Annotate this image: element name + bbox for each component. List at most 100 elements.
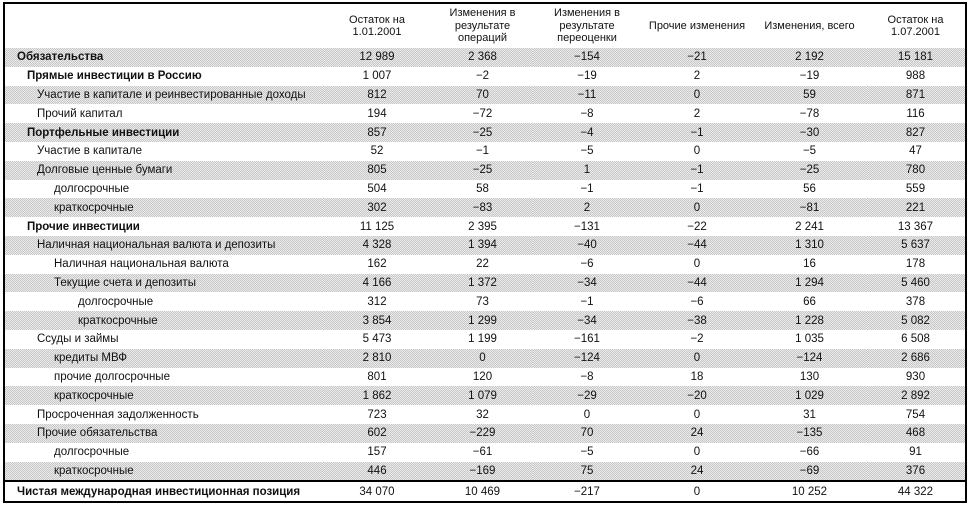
cell-balance-1-07-2001: 5 082 [866, 311, 966, 330]
cell-changes-revaluation: −8 [580, 370, 594, 383]
cell-other-changes: −44 [641, 273, 753, 293]
row-label: краткосрочные [4, 311, 322, 330]
cell-changes-total: 10 252 [753, 480, 866, 503]
cell-balance-1-01-2001: 446 [322, 461, 432, 482]
col-header-changes-revaluation: Изменения в результате переоценки [533, 3, 641, 48]
cell-changes-revaluation: −8 [580, 107, 594, 120]
cell-other-changes: 0 [693, 446, 701, 459]
table-row: Наличная национальная валюта 162 22 −6 0… [4, 255, 966, 274]
cell-changes-revaluation: −34 [533, 273, 641, 293]
cell-balance-1-07-2001: 754 [905, 408, 926, 421]
cell-balance-1-07-2001: 5 637 [866, 235, 966, 255]
cell-other-changes: 0 [641, 480, 753, 503]
cell-changes-operations: −229 [432, 423, 533, 443]
table-body: Обязательства 12 989 2 368 −154 −21 2 19… [4, 48, 966, 503]
cell-changes-revaluation: −40 [533, 235, 641, 255]
cell-changes-revaluation: −11 [533, 85, 641, 105]
table-row: кредиты МВФ 2 810 0 −124 0 −124 2 686 [4, 348, 966, 368]
cell-changes-total: 1 294 [753, 273, 866, 293]
row-label: Просроченная задолженность [37, 408, 199, 421]
cell-changes-revaluation: 70 [533, 423, 641, 443]
cell-changes-total: −5 [802, 145, 817, 158]
cell-other-changes: −1 [641, 123, 753, 142]
row-label: прочие долгосрочные [54, 370, 170, 383]
row-label: Прочие инвестиции [27, 220, 140, 233]
row-label: долгосрочные [54, 182, 130, 195]
cell-changes-operations: 1 299 [432, 311, 533, 330]
cell-changes-total: 2 192 [753, 48, 866, 67]
cell-changes-operations: 32 [476, 408, 489, 421]
cell-balance-1-01-2001: 857 [322, 123, 432, 142]
table-row: краткосрочные 302 −83 2 0 −81 221 [4, 198, 966, 218]
row-label: Участие в капитале и реинвестированные д… [4, 85, 322, 105]
cell-balance-1-07-2001: 6 508 [901, 333, 930, 346]
cell-balance-1-01-2001: 602 [322, 423, 432, 443]
table-row: Просроченная задолженность 723 32 0 0 31… [4, 405, 966, 424]
cell-changes-revaluation: −5 [580, 145, 594, 158]
cell-changes-total: −69 [753, 461, 866, 482]
cell-changes-total: −25 [753, 160, 866, 180]
cell-balance-1-07-2001: 116 [906, 107, 925, 120]
col-header-balance-1-01-2001: Остаток на 1.01.2001 [322, 3, 432, 48]
cell-balance-1-01-2001: 2 810 [322, 348, 432, 368]
cell-changes-total: −81 [753, 198, 866, 218]
cell-balance-1-01-2001: 4 328 [322, 235, 432, 255]
cell-balance-1-01-2001: 723 [367, 408, 387, 421]
cell-changes-operations: 2 395 [468, 220, 497, 233]
cell-balance-1-07-2001: 221 [866, 198, 966, 218]
cell-changes-operations: 1 372 [432, 273, 533, 293]
cell-changes-total: 31 [803, 408, 816, 421]
cell-balance-1-07-2001: 15 181 [866, 48, 966, 67]
row-label: Чистая международная инвестиционная пози… [4, 480, 322, 503]
cell-balance-1-07-2001: 44 322 [866, 480, 966, 503]
cell-balance-1-07-2001: 559 [905, 182, 926, 195]
cell-changes-revaluation: −34 [533, 311, 641, 330]
cell-changes-operations: 10 469 [432, 480, 533, 503]
cell-changes-total: 1 029 [753, 386, 866, 406]
iip-table: Остаток на 1.01.2001 Изменения в результ… [3, 2, 967, 504]
table-row: Наличная национальная валюта и депозиты … [4, 235, 966, 255]
cell-changes-operations: −61 [472, 446, 493, 459]
cell-other-changes: 0 [641, 348, 753, 368]
cell-changes-operations: −2 [475, 70, 490, 83]
cell-balance-1-01-2001: 162 [367, 258, 387, 271]
cell-balance-1-01-2001: 812 [322, 85, 432, 105]
cell-changes-total: 56 [803, 182, 816, 195]
cell-changes-total: 1 035 [795, 333, 824, 346]
cell-balance-1-07-2001: 378 [905, 295, 926, 308]
row-label: Долговые ценные бумаги [4, 160, 322, 180]
cell-balance-1-01-2001: 1 862 [322, 386, 432, 406]
cell-changes-revaluation: −124 [533, 348, 641, 368]
cell-changes-total: −135 [753, 423, 866, 443]
cell-balance-1-07-2001: 2 892 [866, 386, 966, 406]
cell-balance-1-01-2001: 805 [322, 160, 432, 180]
cell-other-changes: −44 [641, 235, 753, 255]
cell-changes-total: 2 241 [795, 220, 824, 233]
cell-other-changes: 0 [693, 408, 701, 421]
table-row: Прочие обязательства 602 −229 70 24 −135… [4, 423, 966, 443]
table-row: долгосрочные 504 58 −1 −1 56 559 [4, 180, 966, 199]
row-label: долгосрочные [54, 446, 130, 459]
table-row: долгосрочные 157 −61 −5 0 −66 91 [4, 443, 966, 462]
cell-changes-total: −30 [753, 123, 866, 142]
cell-other-changes: −21 [641, 48, 753, 67]
cell-balance-1-07-2001: 47 [909, 145, 922, 158]
cell-other-changes: 0 [641, 85, 753, 105]
cell-changes-revaluation: 75 [533, 461, 641, 482]
cell-other-changes: −22 [687, 220, 707, 233]
cell-other-changes: 0 [693, 145, 701, 158]
cell-balance-1-01-2001: 157 [367, 446, 387, 459]
cell-balance-1-01-2001: 1 007 [362, 70, 392, 83]
col-header-balance-1-07-2001: Остаток на 1.07.2001 [866, 3, 966, 48]
cell-other-changes: −38 [641, 311, 753, 330]
table-row: Участие в капитале 52 −1 −5 0 −5 47 [4, 142, 966, 161]
cell-balance-1-01-2001: 5 473 [362, 333, 392, 346]
cell-changes-revaluation: −19 [577, 70, 597, 83]
cell-changes-revaluation: −131 [574, 220, 600, 233]
cell-changes-revaluation: −1 [580, 295, 594, 308]
cell-other-changes: −2 [690, 333, 704, 346]
cell-balance-1-07-2001: 91 [909, 446, 922, 459]
cell-balance-1-01-2001: 52 [370, 145, 384, 158]
col-header-changes-operations: Изменения в результате операций [432, 3, 533, 48]
table-row: Участие в капитале и реинвестированные д… [4, 85, 966, 105]
